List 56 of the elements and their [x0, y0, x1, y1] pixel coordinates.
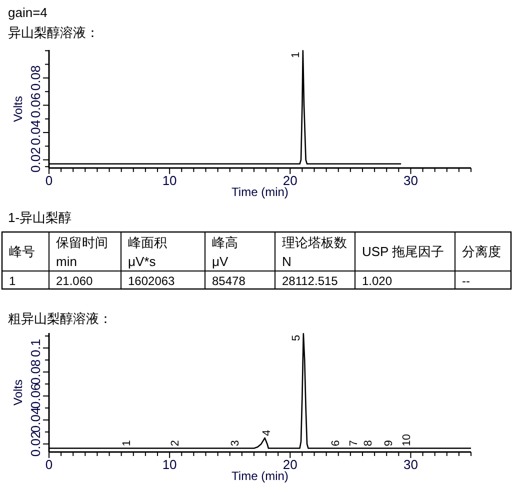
text: 1-异山梨醇 [8, 210, 72, 225]
text: μV [212, 254, 228, 269]
line-series [48, 50, 402, 165]
annotation: 2 [169, 440, 182, 446]
x-tick-label: 0 [45, 173, 53, 188]
annotation: 6 [330, 440, 342, 446]
text: 峰高 [212, 235, 238, 250]
text: 峰号 [9, 244, 35, 259]
x-tick-label: 30 [403, 457, 418, 472]
y-tick-label: 0.04 [28, 120, 43, 146]
text: min [56, 254, 77, 269]
text: 理论塔板数 [282, 235, 347, 250]
chart-subtitle: 异山梨醇溶液： [8, 25, 99, 40]
y-tick-label: 0.04 [28, 407, 43, 433]
chart-title: gain=4 [8, 5, 48, 20]
y-tick-label: 0.02 [28, 431, 43, 457]
text: 85478 [212, 274, 246, 288]
x-tick-label: 0 [45, 457, 53, 472]
y-tick-label: 0.08 [28, 65, 43, 91]
text: -- [462, 274, 470, 288]
annotation: 8 [362, 440, 374, 446]
annotation: 10 [400, 434, 413, 446]
text: 1 [9, 274, 16, 288]
annotation: 1 [290, 52, 302, 58]
y-tick-label: 0.08 [28, 359, 43, 385]
annotation: 5 [290, 334, 302, 341]
y-tick-label: 0.1 [28, 338, 43, 358]
y-tick-label: 0.02 [28, 147, 43, 172]
x-tick-label: 10 [162, 457, 177, 472]
x-axis-title: Time (min) [232, 469, 288, 483]
annotation: 3 [230, 440, 242, 446]
text: 分离度 [462, 244, 501, 259]
chart-title: 粗异山梨醇溶液： [8, 311, 112, 326]
annotation: 1 [121, 440, 134, 446]
text: 21.060 [56, 274, 94, 288]
annotation: 4 [261, 430, 274, 436]
text: 峰面积 [128, 235, 167, 250]
text: USP 拖尾因子 [362, 244, 444, 259]
x-tick-label: 20 [282, 457, 298, 472]
text: 1.020 [362, 274, 392, 288]
y-axis-title: Volts [11, 379, 25, 406]
text: 1602063 [128, 274, 176, 288]
annotation: 7 [348, 440, 360, 446]
text: μV*s [128, 254, 156, 269]
x-axis-title: Time (min) [232, 185, 288, 199]
x-tick-label: 10 [162, 173, 177, 188]
text: N [282, 254, 292, 269]
line-series [48, 332, 472, 449]
text: 保留时间 [56, 235, 108, 250]
y-tick-label: 0.06 [28, 383, 43, 409]
annotation: 9 [382, 440, 395, 446]
text: 28112.515 [282, 274, 338, 288]
y-tick-label: 0.06 [28, 92, 43, 118]
y-axis-title: Volts [11, 96, 25, 122]
x-tick-label: 30 [403, 173, 418, 188]
x-tick-label: 20 [282, 173, 298, 188]
